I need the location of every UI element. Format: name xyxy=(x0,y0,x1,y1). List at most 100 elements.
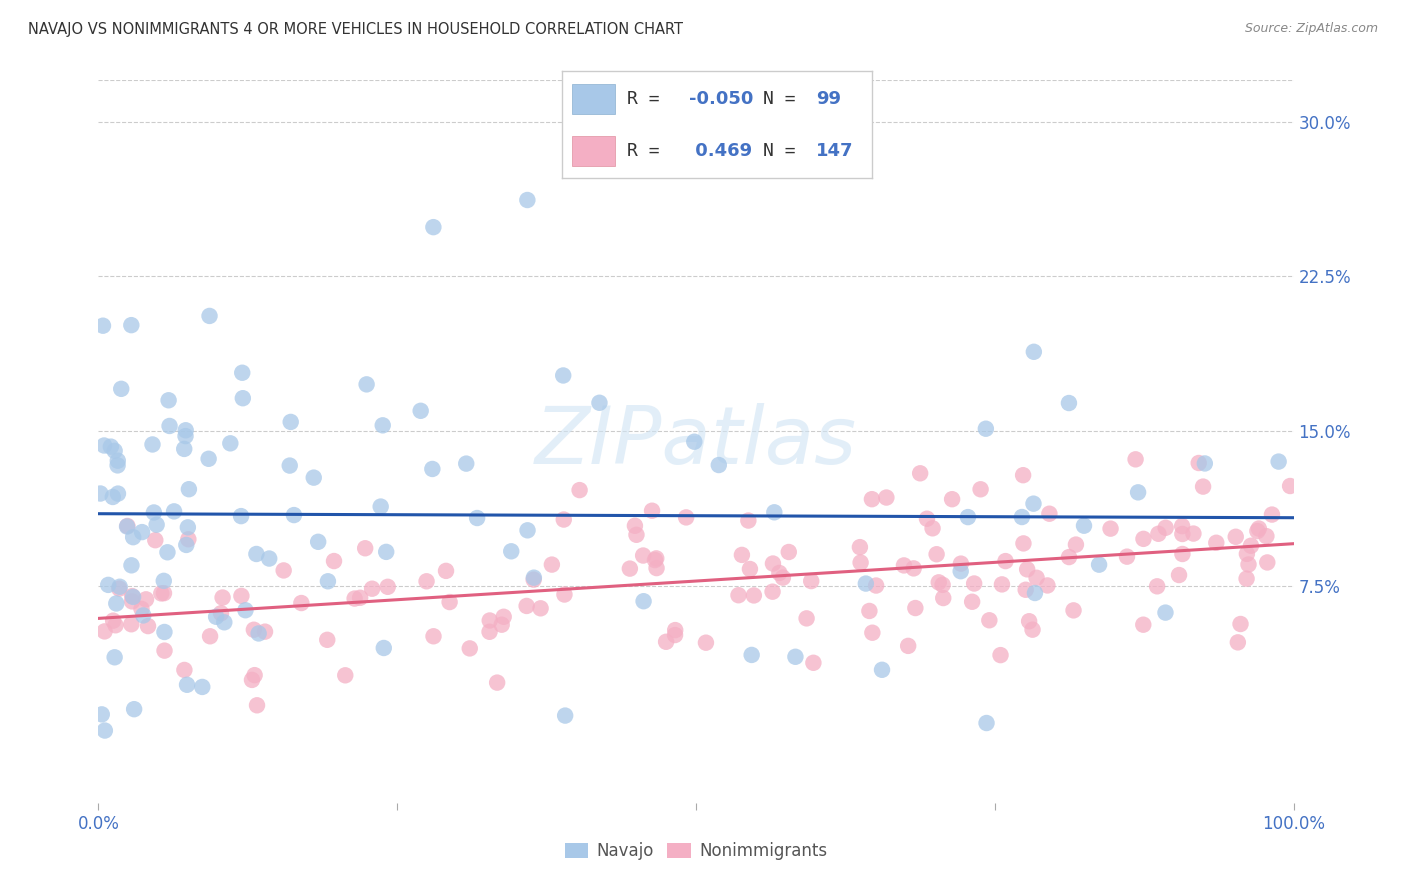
Point xyxy=(198,309,221,323)
Point xyxy=(875,491,897,505)
Point xyxy=(626,528,648,542)
Point xyxy=(370,500,392,514)
Point xyxy=(243,623,266,637)
Point xyxy=(870,663,893,677)
Text: N =: N = xyxy=(763,142,807,160)
Point xyxy=(117,519,139,533)
Point xyxy=(141,437,163,451)
Point xyxy=(991,577,1014,591)
Point xyxy=(803,656,825,670)
Point xyxy=(107,458,129,473)
Point xyxy=(1126,485,1149,500)
Point xyxy=(232,391,254,405)
Point xyxy=(1171,527,1194,541)
Point xyxy=(974,422,997,436)
Point xyxy=(1229,617,1251,632)
Point xyxy=(373,640,395,655)
Text: 147: 147 xyxy=(815,142,853,160)
Point xyxy=(1246,524,1268,538)
Point xyxy=(1154,606,1177,620)
Point xyxy=(1017,562,1039,576)
Point xyxy=(849,556,872,570)
Point xyxy=(110,382,132,396)
Point xyxy=(1012,536,1035,550)
Point xyxy=(523,571,546,585)
Point xyxy=(925,547,948,561)
Point xyxy=(1099,522,1122,536)
Point xyxy=(478,624,501,639)
Point xyxy=(1261,508,1284,522)
Point xyxy=(932,591,955,605)
Point xyxy=(174,423,197,437)
Point xyxy=(664,623,686,637)
Point xyxy=(1073,518,1095,533)
Point xyxy=(159,419,181,434)
Point xyxy=(908,467,931,481)
Point xyxy=(1125,452,1147,467)
Point xyxy=(456,457,478,471)
Point xyxy=(1247,522,1270,536)
Point xyxy=(516,599,538,613)
Point xyxy=(121,594,143,608)
Point xyxy=(335,668,357,682)
Point xyxy=(173,663,195,677)
Point xyxy=(541,558,564,572)
Point xyxy=(568,483,591,497)
Point xyxy=(553,512,575,526)
Point xyxy=(588,396,610,410)
Point xyxy=(486,675,509,690)
Point xyxy=(214,615,236,630)
Point xyxy=(903,561,925,575)
Point xyxy=(778,545,800,559)
Point xyxy=(177,520,200,534)
Point xyxy=(849,540,872,554)
Point xyxy=(768,566,790,580)
Point xyxy=(1182,526,1205,541)
Point xyxy=(107,453,129,467)
Point xyxy=(316,574,339,589)
Point xyxy=(104,443,127,458)
Point xyxy=(101,614,124,628)
Point xyxy=(928,575,950,590)
Point xyxy=(631,549,654,563)
Text: R =: R = xyxy=(627,90,671,108)
Point xyxy=(1057,396,1080,410)
Point xyxy=(176,678,198,692)
Point xyxy=(860,625,883,640)
Point xyxy=(231,366,253,380)
Point xyxy=(1188,456,1211,470)
Point xyxy=(1025,571,1047,585)
FancyBboxPatch shape xyxy=(572,136,614,166)
Point xyxy=(375,545,398,559)
Point xyxy=(191,680,214,694)
Point xyxy=(1011,510,1033,524)
Point xyxy=(1018,614,1040,628)
Point xyxy=(529,601,551,615)
Point xyxy=(150,586,173,600)
Point xyxy=(343,591,366,606)
Point xyxy=(772,571,794,585)
Point xyxy=(371,418,394,433)
Point xyxy=(1225,530,1247,544)
Point xyxy=(115,519,138,533)
Point xyxy=(931,578,953,592)
Point xyxy=(273,563,295,577)
Point xyxy=(157,393,180,408)
Text: Source: ZipAtlas.com: Source: ZipAtlas.com xyxy=(1244,22,1378,36)
Point xyxy=(1036,578,1059,592)
Point xyxy=(523,573,546,587)
Point xyxy=(855,576,877,591)
Point xyxy=(516,193,538,207)
Point xyxy=(409,404,432,418)
Point xyxy=(858,604,880,618)
Point xyxy=(122,702,145,716)
Legend: Navajo, Nonimmigrants: Navajo, Nonimmigrants xyxy=(558,836,834,867)
Point xyxy=(97,578,120,592)
Point xyxy=(132,608,155,623)
Point xyxy=(963,576,986,591)
Point xyxy=(1088,558,1111,572)
Point xyxy=(1038,507,1060,521)
Point xyxy=(101,490,124,504)
Point xyxy=(136,619,159,633)
Point xyxy=(1205,535,1227,549)
